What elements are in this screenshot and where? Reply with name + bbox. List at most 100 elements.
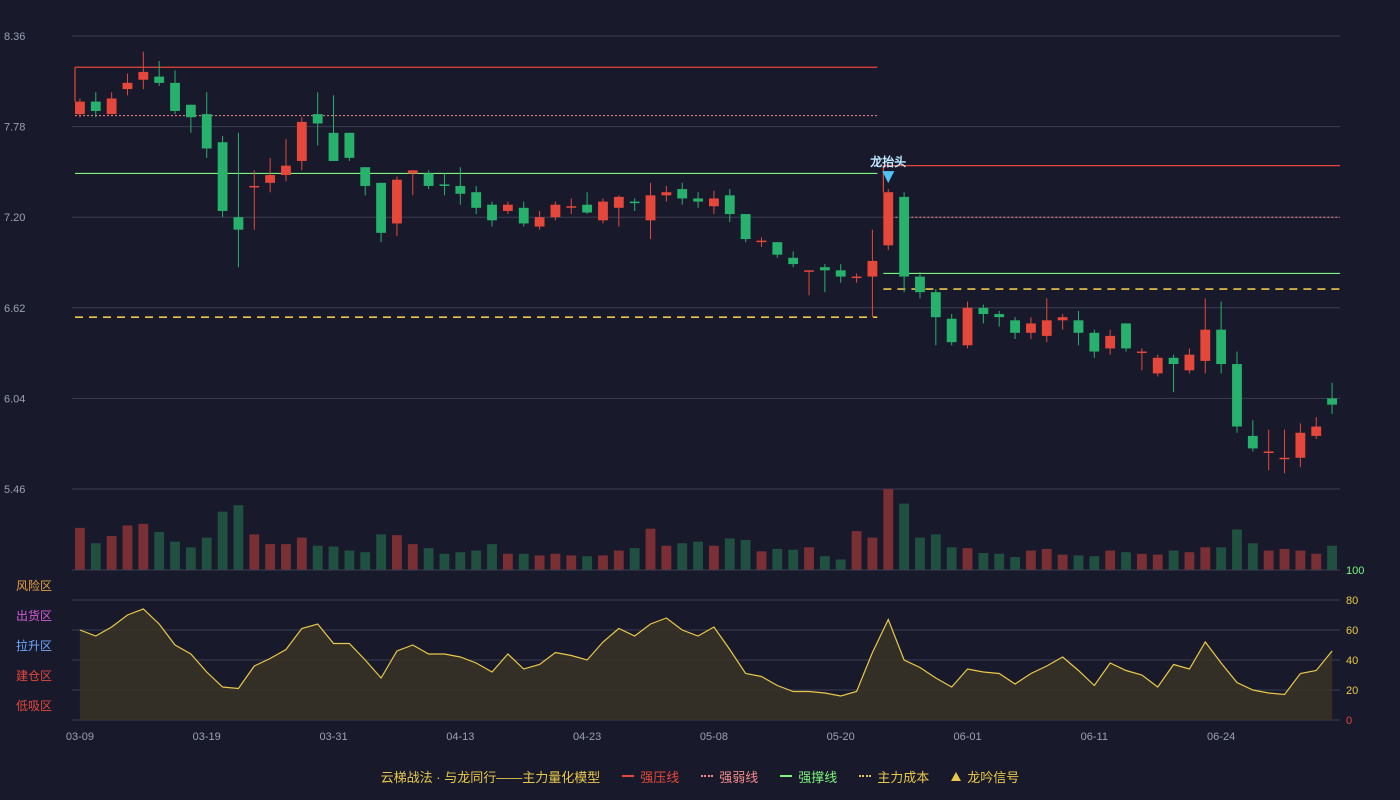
volume-bar <box>1184 552 1195 570</box>
volume-bar <box>170 541 180 570</box>
volume-bar <box>582 556 593 570</box>
candle-body <box>772 242 783 255</box>
osc-zone-label: 出货区 <box>16 608 52 623</box>
volume-bar <box>1121 552 1131 570</box>
candle-body <box>978 307 989 315</box>
candle-body <box>138 71 149 80</box>
legend-resist: 强压线 <box>622 767 679 786</box>
candle-body <box>629 201 640 204</box>
volume-bar <box>1216 547 1227 570</box>
volume-bar <box>645 528 656 570</box>
volume-bar <box>360 552 371 570</box>
signal-label: 龙抬头 <box>870 154 906 169</box>
volume-bar <box>201 537 212 570</box>
candle-body <box>217 142 228 211</box>
candle-body <box>90 101 101 111</box>
candle-body <box>518 207 529 224</box>
volume-bar <box>1057 554 1068 570</box>
volume-bar <box>867 537 878 570</box>
volume-bar <box>772 548 783 570</box>
chart-legend: 云梯战法 · 与龙同行——主力量化模型 强压线 强弱线 强撑线 主力成本 龙吟信… <box>0 766 1400 786</box>
volume-bar <box>550 553 561 570</box>
volume-bar <box>851 531 862 570</box>
candle-body <box>455 185 466 194</box>
candle-body <box>1200 329 1211 361</box>
legend-signal: 龙吟信号 <box>951 767 1019 786</box>
legend-signal-label: 龙吟信号 <box>967 769 1020 785</box>
volume-bar <box>1041 548 1052 570</box>
legend-weak-label: 强弱线 <box>719 769 759 785</box>
volume-bar <box>344 550 355 570</box>
volume-bar <box>1136 553 1147 570</box>
volume-bar <box>518 553 529 570</box>
candle-body <box>1279 457 1290 460</box>
osc-tick-label: 0 <box>1346 715 1352 727</box>
candle-body <box>1121 323 1131 349</box>
volume-bar <box>1311 553 1322 570</box>
volume-bar <box>1327 545 1337 570</box>
candle-body <box>819 267 830 271</box>
candle-body <box>1311 426 1322 436</box>
date-tick-label: 06-24 <box>1207 731 1235 743</box>
osc-zone-label: 风险区 <box>16 578 52 593</box>
date-tick-label: 05-08 <box>700 731 728 743</box>
volume-bar <box>740 540 751 570</box>
volume-bar <box>233 505 244 570</box>
volume-bar <box>1279 548 1290 570</box>
candle-body <box>265 175 276 183</box>
candle-body <box>804 270 814 272</box>
candle-body <box>328 132 339 161</box>
candle-body <box>835 270 846 277</box>
volume-bar <box>138 523 149 570</box>
candle-body <box>598 201 608 221</box>
volume-bar <box>296 537 307 570</box>
candle-body <box>677 189 688 199</box>
osc-zone-label: 建仓区 <box>16 669 52 683</box>
candle-body <box>296 121 307 161</box>
candle-body <box>1232 364 1242 427</box>
candle-body <box>709 198 719 207</box>
candle-body <box>661 192 672 196</box>
osc-zone-label: 拉升区 <box>16 638 52 653</box>
osc-area <box>79 609 1333 720</box>
candle-body <box>423 173 434 186</box>
candle-body <box>756 240 767 243</box>
candle-body <box>1041 320 1052 336</box>
weak-swatch-icon <box>701 775 714 777</box>
volume-bar <box>930 534 941 570</box>
volume-bar <box>265 544 276 570</box>
candle-body <box>281 165 291 176</box>
candle-body <box>154 76 165 83</box>
legend-title: 云梯战法 · 与龙同行——主力量化模型 <box>380 769 601 785</box>
candle-body <box>994 314 1005 318</box>
candle-body <box>867 260 878 277</box>
volume-bar <box>962 548 973 570</box>
volume-bar <box>90 543 101 570</box>
candle-body <box>487 204 497 221</box>
date-tick-label: 03-09 <box>66 731 94 743</box>
candle-body <box>1247 435 1258 449</box>
candle-body <box>1184 354 1195 371</box>
signal-arrow-icon <box>882 171 895 184</box>
candle-body <box>1010 320 1020 333</box>
candle-body <box>788 257 799 265</box>
candle-body <box>1105 335 1116 349</box>
volume-bar <box>455 552 466 570</box>
support-swatch-icon <box>780 775 793 777</box>
volume-bar <box>598 555 608 570</box>
candle-body <box>376 182 386 233</box>
volume-bar <box>154 531 165 570</box>
candle-body <box>471 192 482 208</box>
candle-body <box>645 195 656 221</box>
candle-body <box>1026 323 1036 333</box>
date-tick-label: 03-31 <box>319 731 347 743</box>
volume-bar <box>835 559 846 570</box>
candle-body <box>1057 317 1068 321</box>
volume-bar <box>677 543 688 570</box>
date-tick-label: 04-13 <box>446 731 474 743</box>
candle-body <box>930 292 941 318</box>
volume-bar <box>1152 554 1163 570</box>
volume-bar <box>1200 547 1211 570</box>
volume-bar <box>978 552 989 570</box>
volume-bar <box>788 549 799 570</box>
